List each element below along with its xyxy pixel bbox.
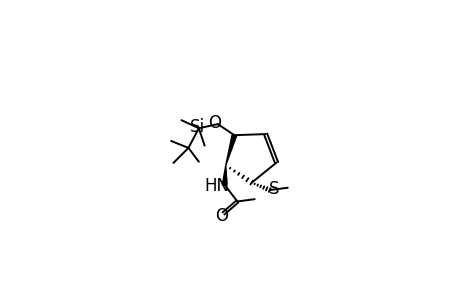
Polygon shape [222,165,226,185]
Text: Si: Si [190,118,205,136]
Text: HN: HN [204,177,229,195]
Polygon shape [225,134,236,165]
Text: O: O [208,114,221,132]
Text: S: S [268,180,278,198]
Text: O: O [215,207,228,225]
